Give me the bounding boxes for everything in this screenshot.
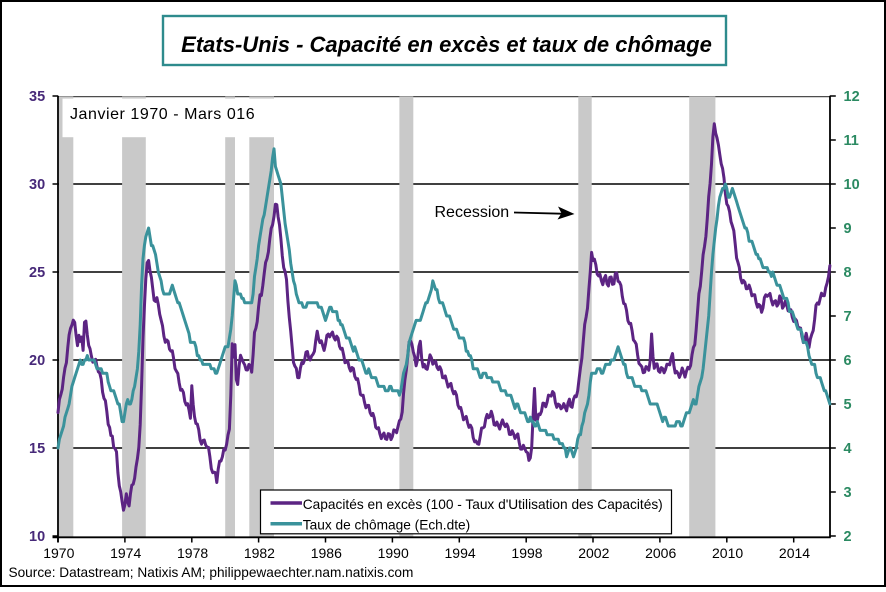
svg-text:1994: 1994	[445, 545, 476, 561]
svg-text:6: 6	[844, 353, 852, 369]
svg-text:7: 7	[844, 309, 852, 325]
svg-text:1974: 1974	[110, 545, 141, 561]
svg-text:10: 10	[29, 529, 45, 545]
svg-text:35: 35	[29, 89, 45, 105]
svg-text:Capacités en excès (100 - Taux: Capacités en excès (100 - Taux d'Utilisa…	[303, 497, 663, 512]
svg-text:8: 8	[844, 265, 852, 281]
svg-text:12: 12	[844, 89, 860, 105]
svg-text:2010: 2010	[712, 545, 743, 561]
svg-text:1982: 1982	[244, 545, 275, 561]
svg-text:Taux de chômage (Ech.dte): Taux de chômage (Ech.dte)	[303, 517, 470, 532]
svg-text:30: 30	[29, 177, 45, 193]
svg-text:10: 10	[844, 177, 860, 193]
svg-text:9: 9	[844, 221, 852, 237]
svg-text:1998: 1998	[511, 545, 542, 561]
svg-text:15: 15	[29, 441, 45, 457]
svg-text:4: 4	[844, 441, 852, 457]
svg-text:2002: 2002	[578, 545, 609, 561]
svg-text:1970: 1970	[43, 545, 74, 561]
svg-text:5: 5	[844, 397, 852, 413]
svg-text:25: 25	[29, 265, 45, 281]
svg-text:2014: 2014	[779, 545, 810, 561]
svg-text:1978: 1978	[177, 545, 208, 561]
svg-text:3: 3	[844, 485, 852, 501]
svg-text:Janvier 1970 - Mars 016: Janvier 1970 - Mars 016	[70, 106, 255, 123]
svg-text:1990: 1990	[378, 545, 409, 561]
svg-text:20: 20	[29, 353, 45, 369]
svg-text:2006: 2006	[645, 545, 676, 561]
svg-text:1986: 1986	[311, 545, 342, 561]
svg-text:2: 2	[844, 529, 852, 545]
svg-text:11: 11	[844, 133, 859, 149]
svg-text:Source: Datastream; Natixis AM: Source: Datastream; Natixis AM; philippe…	[9, 565, 414, 580]
svg-text:Etats-Unis - Capacité en excès: Etats-Unis - Capacité en excès et taux d…	[181, 32, 712, 57]
svg-text:Recession: Recession	[435, 204, 510, 221]
